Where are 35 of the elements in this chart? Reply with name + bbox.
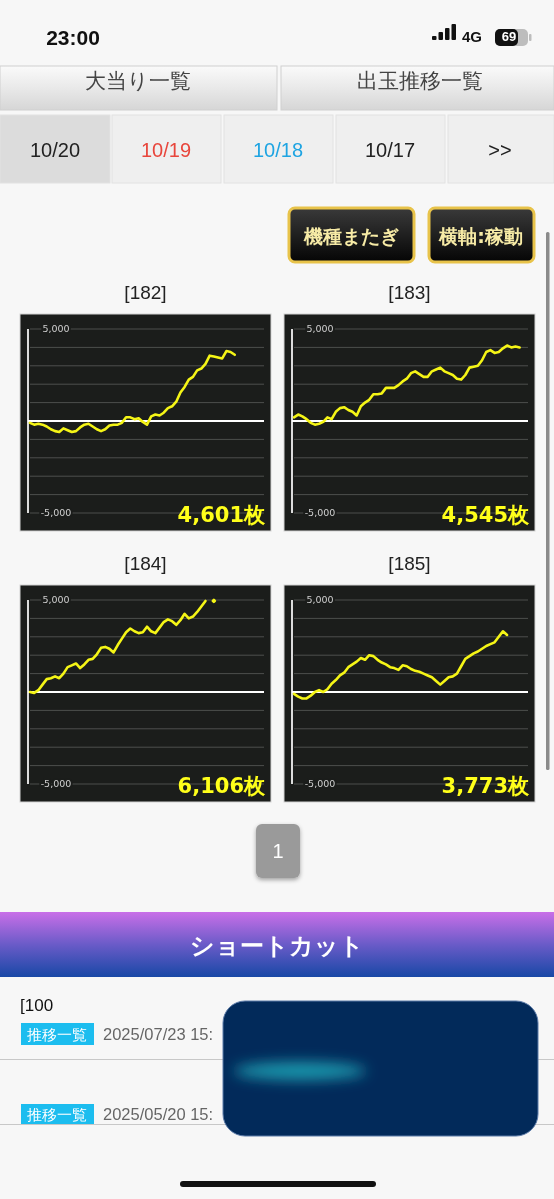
annotation: 3,773枚 [441, 774, 530, 798]
annotation: 4,601枚 [177, 503, 266, 527]
text: 23:00 [46, 26, 100, 49]
text: 2025/07/23 15: [103, 1025, 214, 1043]
text: 大当り一覧 [85, 69, 191, 93]
text: 横軸:稼動 [438, 225, 523, 247]
text: 推移一覧 [27, 1026, 87, 1044]
text: 4G [461, 28, 483, 45]
y-tick-label: 5,000 [42, 323, 70, 335]
text: 機種またぎ [302, 225, 399, 247]
text: 10/17 [364, 139, 416, 161]
text: 10/19 [140, 139, 192, 161]
text: 10/18 [252, 139, 304, 161]
y-tick-label: 5,000 [306, 594, 334, 606]
text: 出玉推移一覧 [357, 69, 483, 93]
y-tick-label: -5,000 [40, 778, 72, 790]
y-tick-label: -5,000 [304, 507, 336, 519]
text: 1 [272, 840, 284, 862]
y-tick-label: 5,000 [42, 594, 70, 606]
text: 推移一覧 [27, 1106, 87, 1124]
chart-title: [182] [124, 282, 167, 303]
chart-title: [185] [388, 553, 431, 574]
chart-title: [184] [124, 553, 167, 574]
y-tick-label: 5,000 [306, 323, 334, 335]
chart-title: [183] [388, 282, 431, 303]
y-tick-label: -5,000 [40, 507, 72, 519]
text: 2025/05/20 15: [103, 1105, 214, 1123]
text: [100 [20, 996, 54, 1015]
annotation: 6,106枚 [177, 774, 266, 798]
y-tick-label: -5,000 [304, 778, 336, 790]
text: ショートカット [190, 932, 364, 960]
annotation: 4,545枚 [441, 503, 530, 527]
text: 69 [501, 29, 517, 44]
text: >> [488, 139, 512, 161]
text: 10/20 [29, 139, 81, 161]
